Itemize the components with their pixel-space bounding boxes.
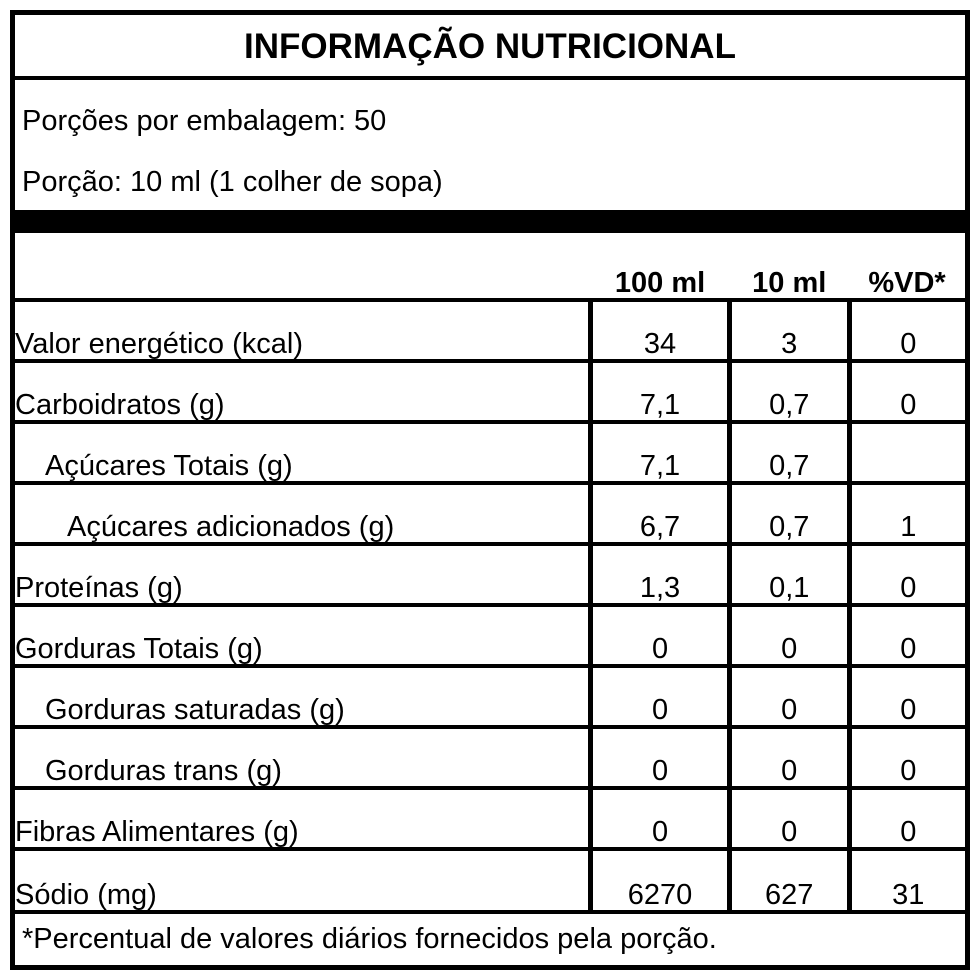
value-10ml: 0 bbox=[726, 603, 850, 666]
table-row: Açúcares Totais (g) 7,1 0,7 bbox=[15, 420, 965, 483]
column-header-vd: %VD* bbox=[868, 267, 946, 299]
column-header-100ml: 100 ml bbox=[614, 267, 706, 299]
table-row: Carboidratos (g) 7,1 0,7 0 bbox=[15, 359, 965, 422]
nutrient-label: Proteínas (g) bbox=[15, 542, 591, 605]
serving-size: Porção: 10 ml (1 colher de sopa) bbox=[22, 166, 443, 198]
value-vd: 0 bbox=[846, 725, 965, 788]
value-100ml: 6270 bbox=[588, 847, 730, 910]
table-row: Gorduras trans (g) 0 0 0 bbox=[15, 725, 965, 788]
value-100ml: 34 bbox=[588, 298, 730, 361]
table-row: Fibras Alimentares (g) 0 0 0 bbox=[15, 786, 965, 849]
value-100ml: 0 bbox=[588, 725, 730, 788]
separator-bar bbox=[15, 210, 965, 233]
value-10ml: 3 bbox=[726, 298, 850, 361]
value-100ml: 1,3 bbox=[588, 542, 730, 605]
nutrient-label: Gorduras saturadas (g) bbox=[15, 664, 591, 727]
nutrient-label: Carboidratos (g) bbox=[15, 359, 591, 422]
value-vd: 1 bbox=[846, 481, 965, 544]
value-10ml: 0 bbox=[726, 664, 850, 727]
nutrient-label: Açúcares Totais (g) bbox=[15, 420, 591, 483]
table-row: Gorduras Totais (g) 0 0 0 bbox=[15, 603, 965, 666]
value-100ml: 0 bbox=[588, 603, 730, 666]
nutrient-label: Fibras Alimentares (g) bbox=[15, 786, 591, 849]
value-100ml: 0 bbox=[588, 786, 730, 849]
value-100ml: 0 bbox=[588, 664, 730, 727]
value-10ml: 0,7 bbox=[726, 359, 850, 422]
nutrition-table: 100 ml 10 ml %VD* Valor energético (kcal… bbox=[15, 233, 965, 910]
value-10ml: 0,7 bbox=[726, 420, 850, 483]
value-vd: 0 bbox=[846, 786, 965, 849]
value-100ml: 6,7 bbox=[588, 481, 730, 544]
value-10ml: 627 bbox=[726, 847, 850, 910]
table-row: Gorduras saturadas (g) 0 0 0 bbox=[15, 664, 965, 727]
value-100ml: 7,1 bbox=[588, 420, 730, 483]
nutrient-label: Gorduras Totais (g) bbox=[15, 603, 591, 666]
value-100ml: 7,1 bbox=[588, 359, 730, 422]
value-vd bbox=[846, 420, 965, 483]
table-row: Açúcares adicionados (g) 6,7 0,7 1 bbox=[15, 481, 965, 544]
nutrition-label: INFORMAÇÃO NUTRICIONAL Porções por embal… bbox=[10, 10, 970, 970]
value-vd: 0 bbox=[846, 603, 965, 666]
table-row: Valor energético (kcal) 34 3 0 bbox=[15, 298, 965, 361]
value-10ml: 0 bbox=[726, 786, 850, 849]
value-vd: 0 bbox=[846, 542, 965, 605]
table-header-row: 100 ml 10 ml %VD* bbox=[15, 233, 965, 300]
table-row: Proteínas (g) 1,3 0,1 0 bbox=[15, 542, 965, 605]
nutrient-label: Açúcares adicionados (g) bbox=[15, 481, 591, 544]
page-title: INFORMAÇÃO NUTRICIONAL bbox=[15, 15, 965, 80]
value-10ml: 0 bbox=[726, 725, 850, 788]
column-header-10ml: 10 ml bbox=[752, 267, 827, 299]
value-vd: 31 bbox=[846, 847, 965, 910]
value-vd: 0 bbox=[846, 298, 965, 361]
servings-per-package: Porções por embalagem: 50 bbox=[22, 105, 387, 137]
serving-info: Porções por embalagem: 50 Porção: 10 ml … bbox=[15, 80, 965, 210]
value-vd: 0 bbox=[846, 359, 965, 422]
header-empty-cell bbox=[15, 233, 591, 300]
value-10ml: 0,1 bbox=[726, 542, 850, 605]
nutrient-label: Sódio (mg) bbox=[15, 847, 591, 910]
nutrient-label: Gorduras trans (g) bbox=[15, 725, 591, 788]
nutrient-label: Valor energético (kcal) bbox=[15, 298, 591, 361]
value-10ml: 0,7 bbox=[726, 481, 850, 544]
value-vd: 0 bbox=[846, 664, 965, 727]
daily-value-footnote: *Percentual de valores diários fornecido… bbox=[15, 910, 965, 965]
table-row: Sódio (mg) 6270 627 31 bbox=[15, 847, 965, 910]
